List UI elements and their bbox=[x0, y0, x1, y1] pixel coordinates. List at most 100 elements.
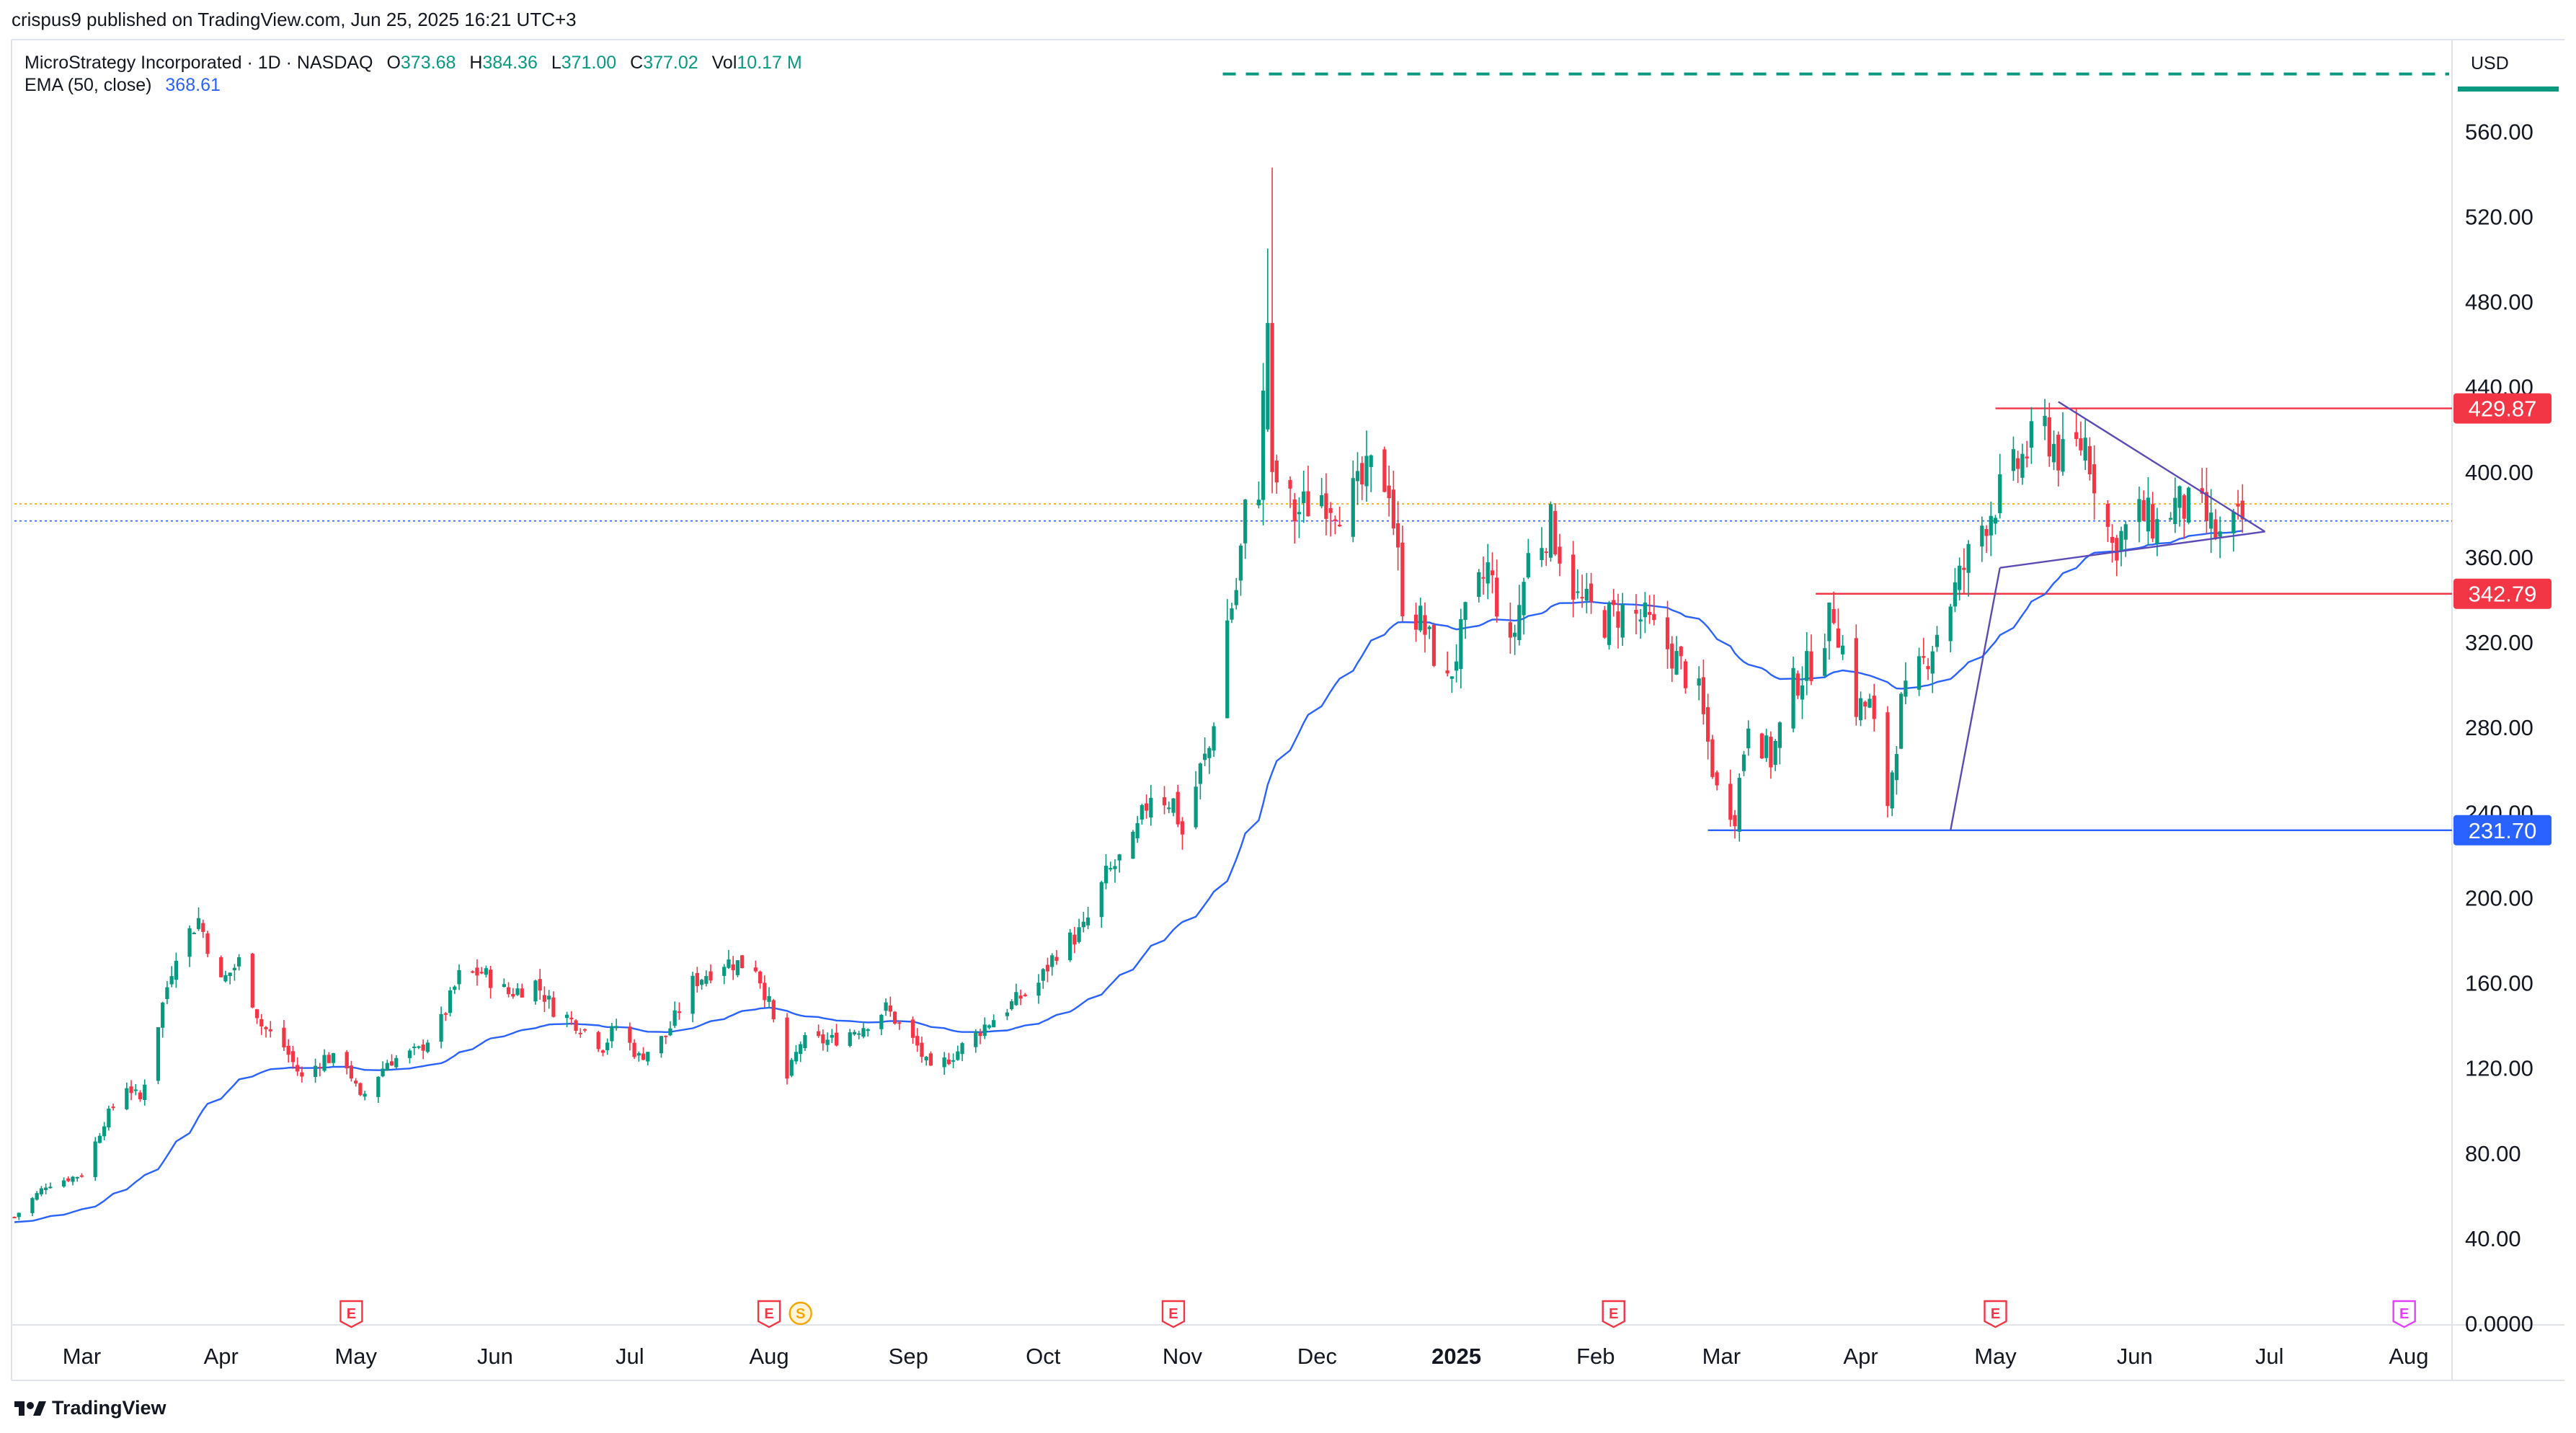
candle-body bbox=[331, 1053, 336, 1063]
candle-body bbox=[1355, 471, 1360, 482]
candle-body bbox=[1023, 994, 1027, 996]
y-tick-label: 120.00 bbox=[2465, 1056, 2533, 1081]
candle-body bbox=[978, 1032, 982, 1037]
candle-body bbox=[1980, 525, 1984, 547]
x-tick-label: Mar bbox=[63, 1344, 101, 1369]
candle-body bbox=[1297, 512, 1302, 515]
ema-line bbox=[14, 530, 2243, 1223]
earnings-marker bbox=[1602, 1300, 1625, 1328]
candle-body bbox=[928, 1053, 933, 1066]
candle-body bbox=[2119, 531, 2123, 551]
candle-body bbox=[1773, 741, 1777, 765]
candle-body bbox=[1962, 567, 1966, 570]
candle-body bbox=[821, 1034, 825, 1044]
candle-body bbox=[816, 1031, 821, 1037]
legend-line-1: MicroStrategy Incorporated · 1D · NASDAQ… bbox=[25, 53, 802, 73]
candle-body bbox=[879, 1014, 884, 1029]
candle-body bbox=[1320, 494, 1324, 507]
candle-body bbox=[1894, 754, 1899, 781]
legend-ema-label: EMA (50, close) bbox=[25, 75, 151, 95]
price-label-box bbox=[2453, 578, 2551, 609]
candle-body bbox=[946, 1059, 951, 1065]
candle-body bbox=[884, 1002, 888, 1011]
candle-body bbox=[143, 1084, 147, 1100]
currency-underline bbox=[2458, 86, 2559, 92]
candle-body bbox=[1485, 562, 1490, 584]
candlestick-series bbox=[12, 167, 2244, 1220]
candle-body bbox=[1234, 590, 1238, 605]
candle-body bbox=[1369, 455, 1373, 467]
candle-body bbox=[578, 1032, 582, 1034]
candle-body bbox=[2213, 519, 2218, 538]
y-tick-label: 360.00 bbox=[2465, 545, 2533, 570]
candle-body bbox=[1045, 964, 1050, 972]
candle-body bbox=[1759, 733, 1764, 759]
candle-body bbox=[1387, 485, 1391, 499]
candle-body bbox=[1256, 500, 1261, 505]
candle-body bbox=[992, 1020, 996, 1028]
candle-body bbox=[1697, 678, 1701, 686]
candle-body bbox=[892, 1011, 897, 1024]
candle-body bbox=[268, 1029, 272, 1032]
x-tick-label: Jul bbox=[616, 1344, 644, 1369]
candle-body bbox=[2020, 453, 2025, 478]
candle-body bbox=[300, 1072, 304, 1077]
candle-body bbox=[165, 987, 169, 1000]
candle-body bbox=[318, 1066, 322, 1068]
candle-body bbox=[767, 995, 771, 1002]
candle-body bbox=[17, 1212, 21, 1217]
candle-body bbox=[1580, 597, 1584, 599]
trendline bbox=[1950, 567, 2001, 831]
candle-body bbox=[1863, 701, 1867, 707]
candle-body bbox=[1935, 634, 1940, 647]
candle-body bbox=[1620, 603, 1625, 638]
candle-body bbox=[125, 1088, 129, 1109]
candle-body bbox=[763, 982, 767, 1001]
candle-body bbox=[2043, 415, 2047, 427]
candle-body bbox=[1266, 323, 1270, 430]
candle-body bbox=[888, 1005, 892, 1012]
candle-body bbox=[1144, 803, 1149, 811]
x-tick-label: Aug bbox=[2389, 1344, 2428, 1369]
candle-body bbox=[1706, 707, 1710, 742]
candle-body bbox=[345, 1052, 349, 1069]
candle-body bbox=[1131, 831, 1135, 859]
candle-body bbox=[394, 1057, 399, 1068]
candle-body bbox=[735, 960, 740, 975]
candle-body bbox=[974, 1031, 978, 1047]
candle-body bbox=[448, 990, 453, 1013]
candle-body bbox=[97, 1135, 102, 1143]
y-tick-label: 160.00 bbox=[2465, 971, 2533, 996]
candle-body bbox=[1054, 957, 1059, 961]
candle-body bbox=[201, 923, 205, 932]
footer-brand[interactable]: TradingView bbox=[14, 1397, 166, 1419]
tradingview-logo-icon bbox=[14, 1400, 46, 1417]
candle-body bbox=[1243, 500, 1248, 544]
ema-line-layer bbox=[14, 530, 2243, 1223]
candle-body bbox=[1558, 546, 1562, 564]
currency-button[interactable]: USD bbox=[2458, 53, 2559, 92]
candle-body bbox=[1800, 685, 1805, 700]
candle-body bbox=[12, 1217, 17, 1219]
candle-body bbox=[1400, 542, 1405, 616]
candle-body bbox=[1351, 478, 1355, 537]
candle-body bbox=[1288, 479, 1292, 489]
y-tick-label: 480.00 bbox=[2465, 290, 2533, 315]
candle-body bbox=[582, 1029, 587, 1031]
candle-body bbox=[722, 967, 727, 976]
earnings-marker-label: E bbox=[764, 1306, 773, 1322]
candle-body bbox=[2186, 487, 2191, 523]
candle-body bbox=[1508, 622, 1513, 638]
candle-body bbox=[1274, 461, 1279, 483]
earnings-marker-label: E bbox=[347, 1306, 356, 1322]
candle-body bbox=[1459, 618, 1463, 670]
candle-body bbox=[1261, 390, 1266, 500]
candle-body bbox=[1638, 619, 1643, 622]
candle-body bbox=[1904, 680, 1908, 697]
x-tick-label: Sep bbox=[889, 1344, 928, 1369]
price-label-text: 231.70 bbox=[2469, 818, 2537, 843]
legend-o-value: 373.68 bbox=[401, 53, 456, 73]
candle-body bbox=[830, 1034, 834, 1038]
candle-body bbox=[1737, 778, 1741, 832]
